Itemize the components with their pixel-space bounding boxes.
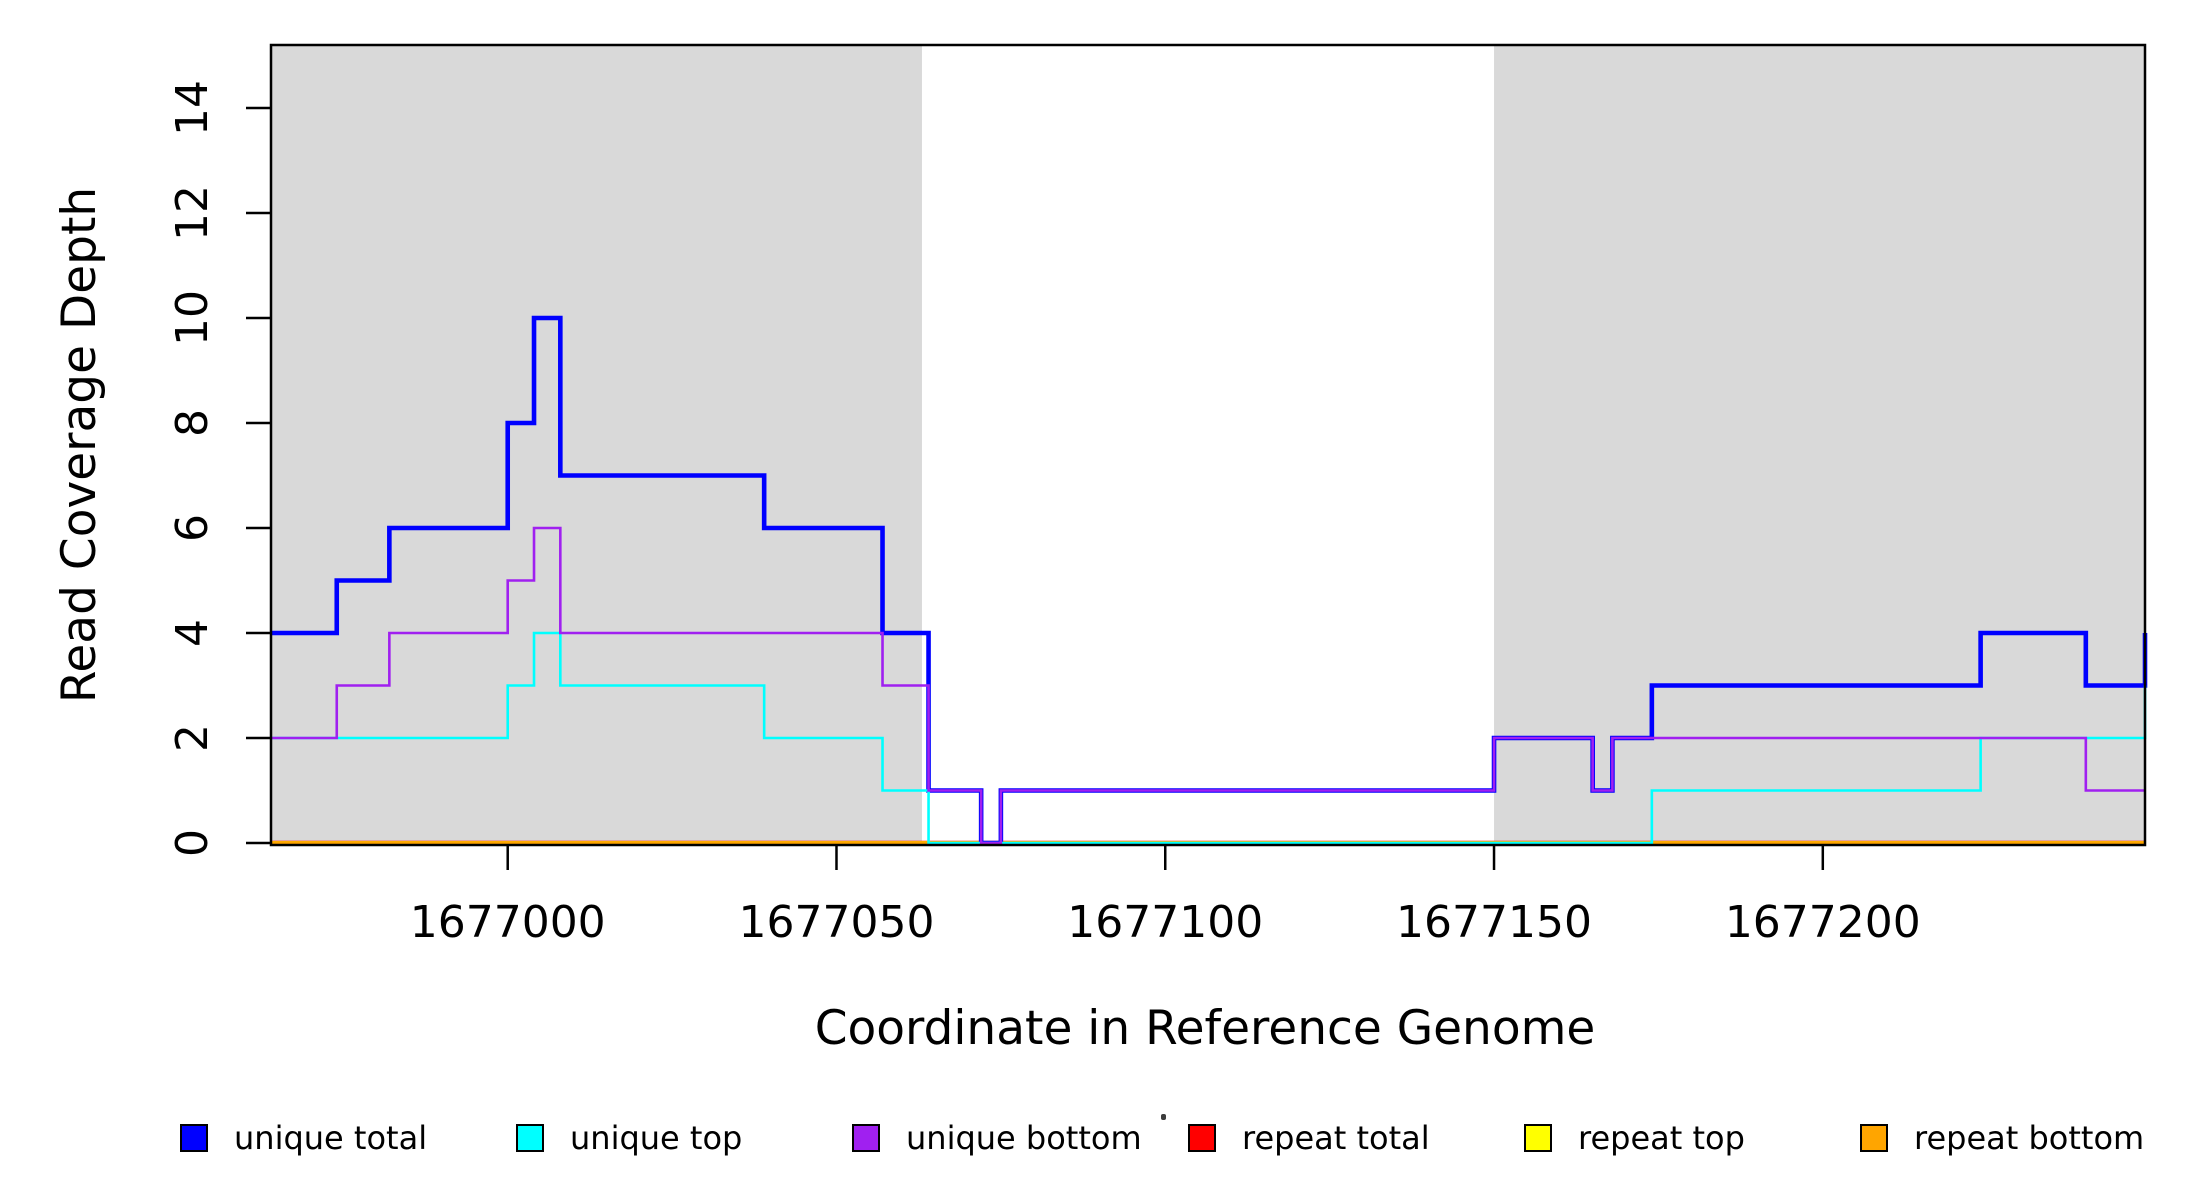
y-tick-label: 10	[167, 290, 218, 346]
legend-label: repeat bottom	[1914, 1119, 2145, 1157]
y-tick-label: 2	[167, 724, 218, 752]
series-line-unique-bottom	[271, 526, 2145, 845]
legend-swatch-repeat-top	[1524, 1124, 1552, 1152]
legend-item-unique-total: unique total	[180, 1122, 427, 1154]
repeat-region-right	[1494, 45, 2145, 845]
x-tick-label: 1677050	[739, 897, 935, 948]
x-tick-label: 1677150	[1396, 897, 1592, 948]
legend-label: unique top	[570, 1119, 743, 1157]
x-tick-label: 1677100	[1067, 897, 1263, 948]
y-tick-label: 14	[167, 80, 218, 136]
y-axis-title: Read Coverage Depth	[52, 187, 107, 703]
series-lines-group	[271, 315, 2148, 846]
legend-label: repeat top	[1578, 1119, 1745, 1157]
y-tick-label: 6	[167, 514, 218, 542]
legend-swatch-unique-total	[180, 1124, 208, 1152]
y-tick-label: 4	[167, 619, 218, 647]
legend-label: repeat total	[1242, 1119, 1430, 1157]
legend-swatch-repeat-total	[1188, 1124, 1216, 1152]
legend-item-repeat-total: repeat total	[1188, 1122, 1430, 1154]
axis-ticks-group: 1677000 1677050 1677100 1677150 1677200 0 2 4 6 8…	[167, 80, 1921, 948]
legend-item-unique-bottom: unique bottom	[852, 1122, 1142, 1154]
legend-item-repeat-top: repeat top	[1524, 1122, 1745, 1154]
plot-border	[269, 43, 2147, 847]
series-line-unique-top	[271, 631, 2147, 845]
x-tick-label: 1677200	[1725, 897, 1921, 948]
repeat-region-left	[271, 45, 922, 845]
shaded-regions-group	[271, 45, 2145, 845]
legend-item-unique-top: unique top	[516, 1122, 742, 1154]
x-tick-label: 1677000	[410, 897, 606, 948]
legend-label: unique bottom	[906, 1119, 1142, 1157]
legend-swatch-unique-top	[516, 1124, 544, 1152]
y-tick-label: 8	[167, 409, 218, 437]
legend-swatch-repeat-bottom	[1860, 1124, 1888, 1152]
legend-label: unique total	[234, 1119, 428, 1157]
y-tick-label: 0	[167, 829, 218, 857]
x-axis-title: Coordinate in Reference Genome	[815, 1001, 1596, 1056]
stray-dot-mark	[1161, 1114, 1166, 1120]
y-tick-label: 12	[167, 185, 218, 241]
legend-item-repeat-bottom: repeat bottom	[1860, 1122, 2144, 1154]
plot-frame-group	[269, 43, 2147, 847]
legend-swatch-unique-bottom	[852, 1124, 880, 1152]
